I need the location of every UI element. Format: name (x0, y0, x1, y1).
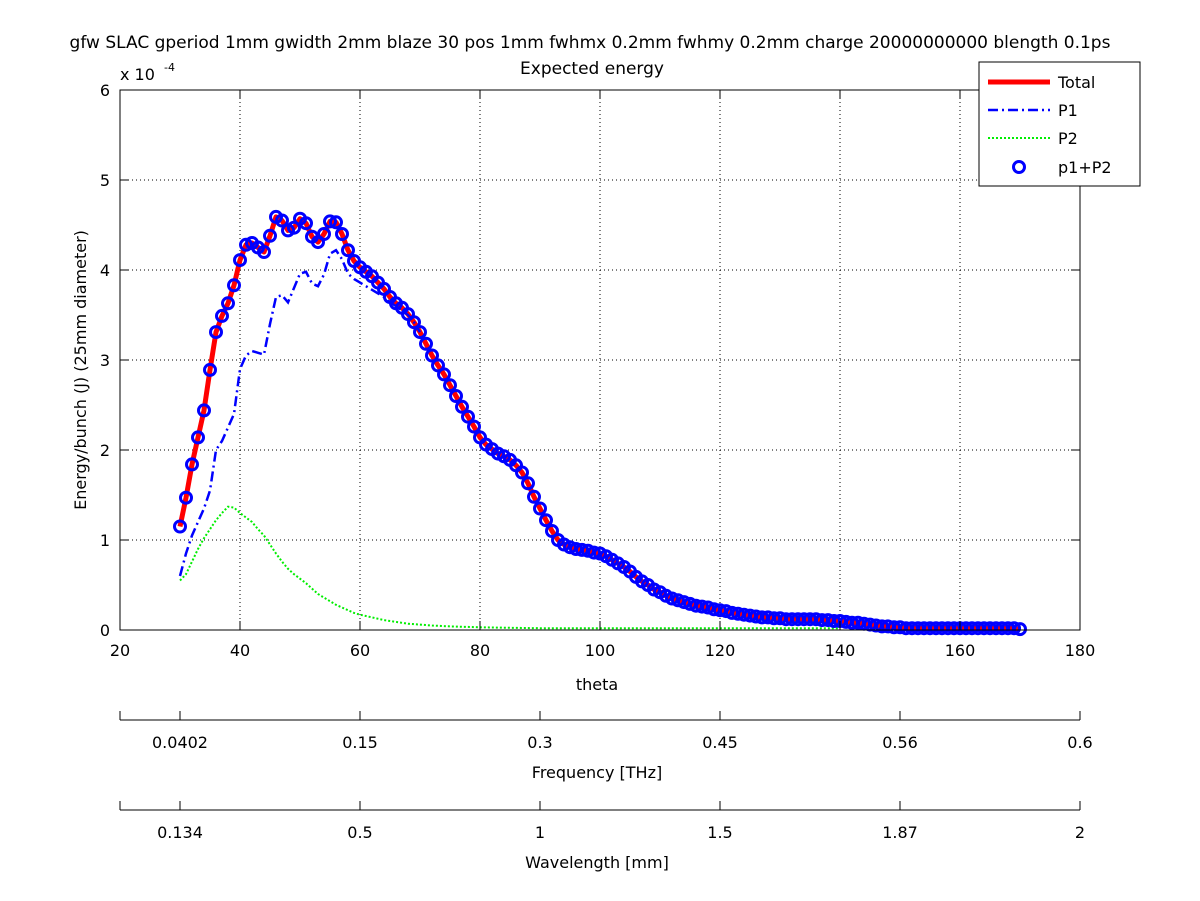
series-p1p2-point (233, 253, 247, 268)
series-p1p2-point (563, 540, 577, 555)
series-p1p2-point (335, 227, 349, 241)
series-p1p2-point (419, 336, 433, 351)
y-tick-label: 5 (100, 171, 110, 190)
wavelength-tick-label: 0.134 (157, 823, 203, 842)
frequency-tick-label: 0.45 (702, 733, 738, 752)
series-p1p2-point (257, 245, 271, 259)
series-p1p2-point (581, 543, 595, 558)
series-p1p2-point (521, 476, 535, 491)
series-p1p2-point (413, 325, 427, 340)
series-p1p2-point (173, 519, 187, 534)
chart-title: gfw SLAC gperiod 1mm gwidth 2mm blaze 30… (70, 33, 1111, 53)
legend-label-p1: P1 (1058, 101, 1078, 120)
y-tick-label: 3 (100, 351, 110, 370)
wavelength-axis: Wavelength [mm] 0.134 0.5 1 1.5 1.87 2 (119, 801, 1085, 872)
series-p1p2-point (323, 214, 337, 229)
x-tick-label: 80 (470, 641, 490, 660)
x-tick-label: 20 (110, 641, 130, 660)
x-tick-label: 120 (705, 641, 736, 660)
series-p1p2-point (197, 403, 211, 418)
series-p1p2-point (665, 591, 679, 606)
wavelength-tick-label: 0.5 (347, 823, 372, 842)
chart-subtitle: Expected energy (520, 59, 664, 79)
series-p1p2-point (209, 325, 223, 340)
series-p1p2-point (461, 409, 475, 424)
y-tick-label: 0 (100, 621, 110, 640)
frequency-tick-label: 0.6 (1067, 733, 1092, 752)
x-tick-label: 40 (230, 641, 250, 660)
y-tick-label: 1 (100, 531, 110, 550)
axis-ticks: 20 40 60 80 100 120 140 160 180 0 1 2 3 4 5 6 (100, 81, 1095, 660)
series-p1p2-point (329, 215, 343, 230)
frequency-tick-label: 0.15 (342, 733, 378, 752)
y-tick-label: 2 (100, 441, 110, 460)
series-p1p2-point (455, 399, 469, 414)
series-p1p2-point (575, 542, 589, 557)
legend-swatch-p1p2 (1012, 160, 1026, 174)
series-p1p2-point (299, 216, 313, 231)
frequency-axis: Frequency [THz] 0.0402 0.15 0.3 0.45 0.56 0.6 (119, 711, 1093, 782)
frequency-axis-label: Frequency [THz] (532, 763, 662, 782)
series-p1p2-point (671, 593, 685, 608)
wavelength-tick-label: 1.87 (882, 823, 918, 842)
x-tick-label: 140 (825, 641, 856, 660)
y-multiplier-label: x 10 (120, 65, 155, 84)
series-p1p2-point (719, 604, 733, 619)
series-p1p2-point (683, 596, 697, 611)
series-p1p2-point (1013, 622, 1027, 637)
series-p1p2-point (317, 227, 331, 241)
series-p1p2-point (1007, 621, 1021, 636)
series-p1p2-point (677, 595, 691, 610)
grid-lines (120, 90, 1080, 630)
series-p1p2-point (275, 213, 289, 228)
series-p1p2-point (527, 489, 541, 504)
series-p1p2-point (701, 600, 715, 615)
wavelength-tick-label: 1 (535, 823, 545, 842)
frequency-tick-label: 0.56 (882, 733, 918, 752)
series-p1p2-point (341, 243, 355, 258)
series-p1p2-point (437, 367, 451, 382)
series-layer (173, 209, 1027, 637)
series-p1p2-point (425, 348, 439, 363)
series-p1p2-point (443, 378, 457, 393)
frequency-tick-label: 0.0402 (152, 733, 208, 752)
y-multiplier-exponent: -4 (164, 61, 175, 74)
x-axis-label: theta (576, 675, 618, 694)
series-p1p2-point (533, 501, 547, 516)
series-p1p2-point (239, 237, 253, 252)
series-p1p2-point (203, 362, 217, 377)
x-tick-label: 180 (1065, 641, 1096, 660)
series-p1p2-point (587, 545, 601, 560)
frequency-tick-label: 0.3 (527, 733, 552, 752)
series-p1p2-point (185, 457, 199, 472)
legend-label-p1p2: p1+P2 (1058, 158, 1112, 177)
y-axis-label: Energy/bunch (J) (25mm diameter) (71, 230, 90, 510)
wavelength-tick-label: 1.5 (707, 823, 732, 842)
series-p1p2-point (713, 603, 727, 618)
x-tick-label: 100 (585, 641, 616, 660)
y-tick-label: 6 (100, 81, 110, 100)
x-tick-label: 60 (350, 641, 370, 660)
series-p1p2-point (191, 430, 205, 445)
wavelength-axis-label: Wavelength [mm] (525, 853, 669, 872)
series-p1p2-point (467, 419, 481, 434)
series-p1p2-point (227, 278, 241, 293)
series-p1p2-point (221, 296, 235, 311)
series-p1p2-point (695, 599, 709, 614)
x-tick-label: 160 (945, 641, 976, 660)
series-p1p2-point (263, 228, 277, 243)
series-p1p2-point (407, 315, 421, 330)
wavelength-tick-label: 2 (1075, 823, 1085, 842)
series-p1p2-point (539, 513, 553, 528)
series-p1p2-point (179, 490, 193, 505)
legend-label-p2: P2 (1058, 129, 1078, 148)
series-p1p2-point (449, 389, 463, 403)
y-tick-label: 4 (100, 261, 110, 280)
legend-label-total: Total (1057, 73, 1095, 92)
series-p1p2-point (515, 465, 529, 480)
legend: Total P1 P2 p1+P2 (978, 61, 1141, 187)
series-p1p2-point (215, 308, 229, 323)
